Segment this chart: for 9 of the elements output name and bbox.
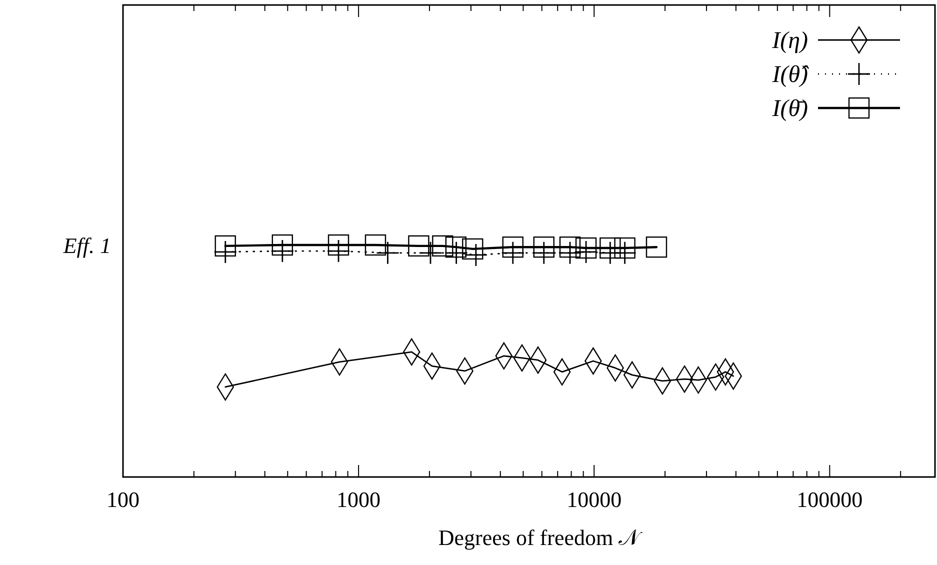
legend-label: I(θ̄) bbox=[771, 96, 808, 122]
x-tick-label: 100 bbox=[106, 487, 140, 512]
legend-label: I(η) bbox=[771, 28, 808, 54]
x-tick-label: 1000 bbox=[336, 487, 381, 512]
y-axis-title: Eff. 1 bbox=[62, 233, 111, 258]
x-tick-label: 100000 bbox=[796, 487, 863, 512]
x-axis-title: Degrees of freedom 𝒩 bbox=[438, 525, 643, 550]
legend-label: I(θ̂) bbox=[771, 62, 810, 88]
x-tick-label: 10000 bbox=[566, 487, 622, 512]
